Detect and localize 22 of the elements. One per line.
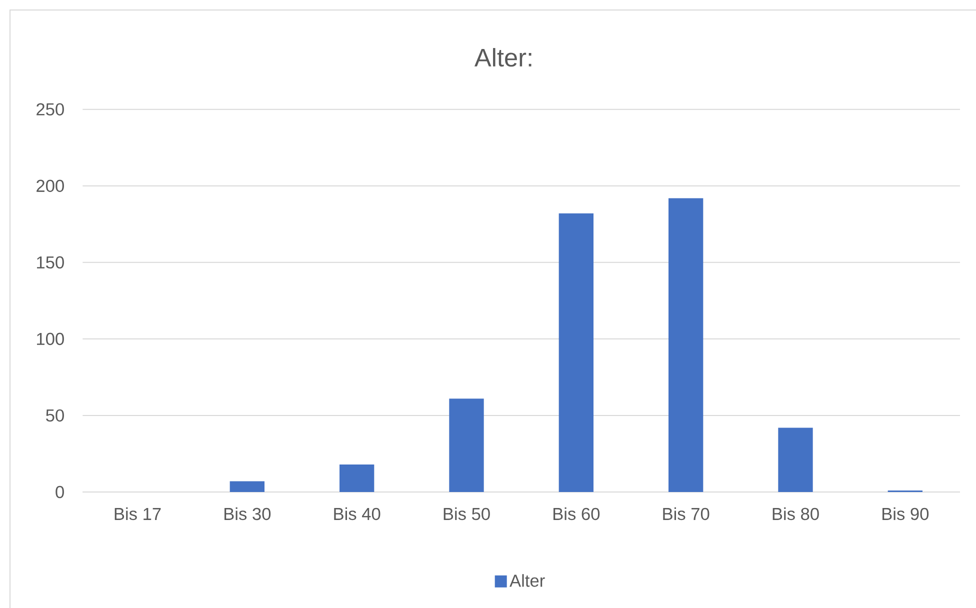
x-tick-label: Bis 60 — [554, 507, 600, 520]
x-tick-label: Bis 90 — [882, 507, 929, 520]
y-tick-label: 150 — [37, 256, 64, 269]
x-tick-label: Bis 17 — [114, 507, 161, 520]
legend-label: Alter — [510, 574, 545, 587]
y-tick-label: 100 — [37, 332, 64, 346]
x-tick-label: Bis 80 — [772, 507, 819, 520]
bar — [340, 464, 374, 492]
bar — [778, 428, 813, 492]
y-tick-label: 250 — [36, 103, 64, 116]
y-tick-label: 200 — [36, 180, 64, 192]
chart-title: Alter: — [474, 48, 532, 67]
bar — [558, 213, 594, 492]
x-tick-label: Bis 70 — [663, 507, 710, 520]
bar — [230, 481, 264, 492]
bar — [449, 398, 484, 492]
y-tick-label: 50 — [46, 409, 64, 422]
bar — [668, 198, 704, 492]
x-tick-label: Bis 40 — [334, 507, 380, 520]
x-tick-label: Bis 50 — [444, 507, 490, 520]
y-tick-label: 0 — [56, 486, 64, 498]
x-tick-label: Bis 30 — [224, 507, 271, 520]
